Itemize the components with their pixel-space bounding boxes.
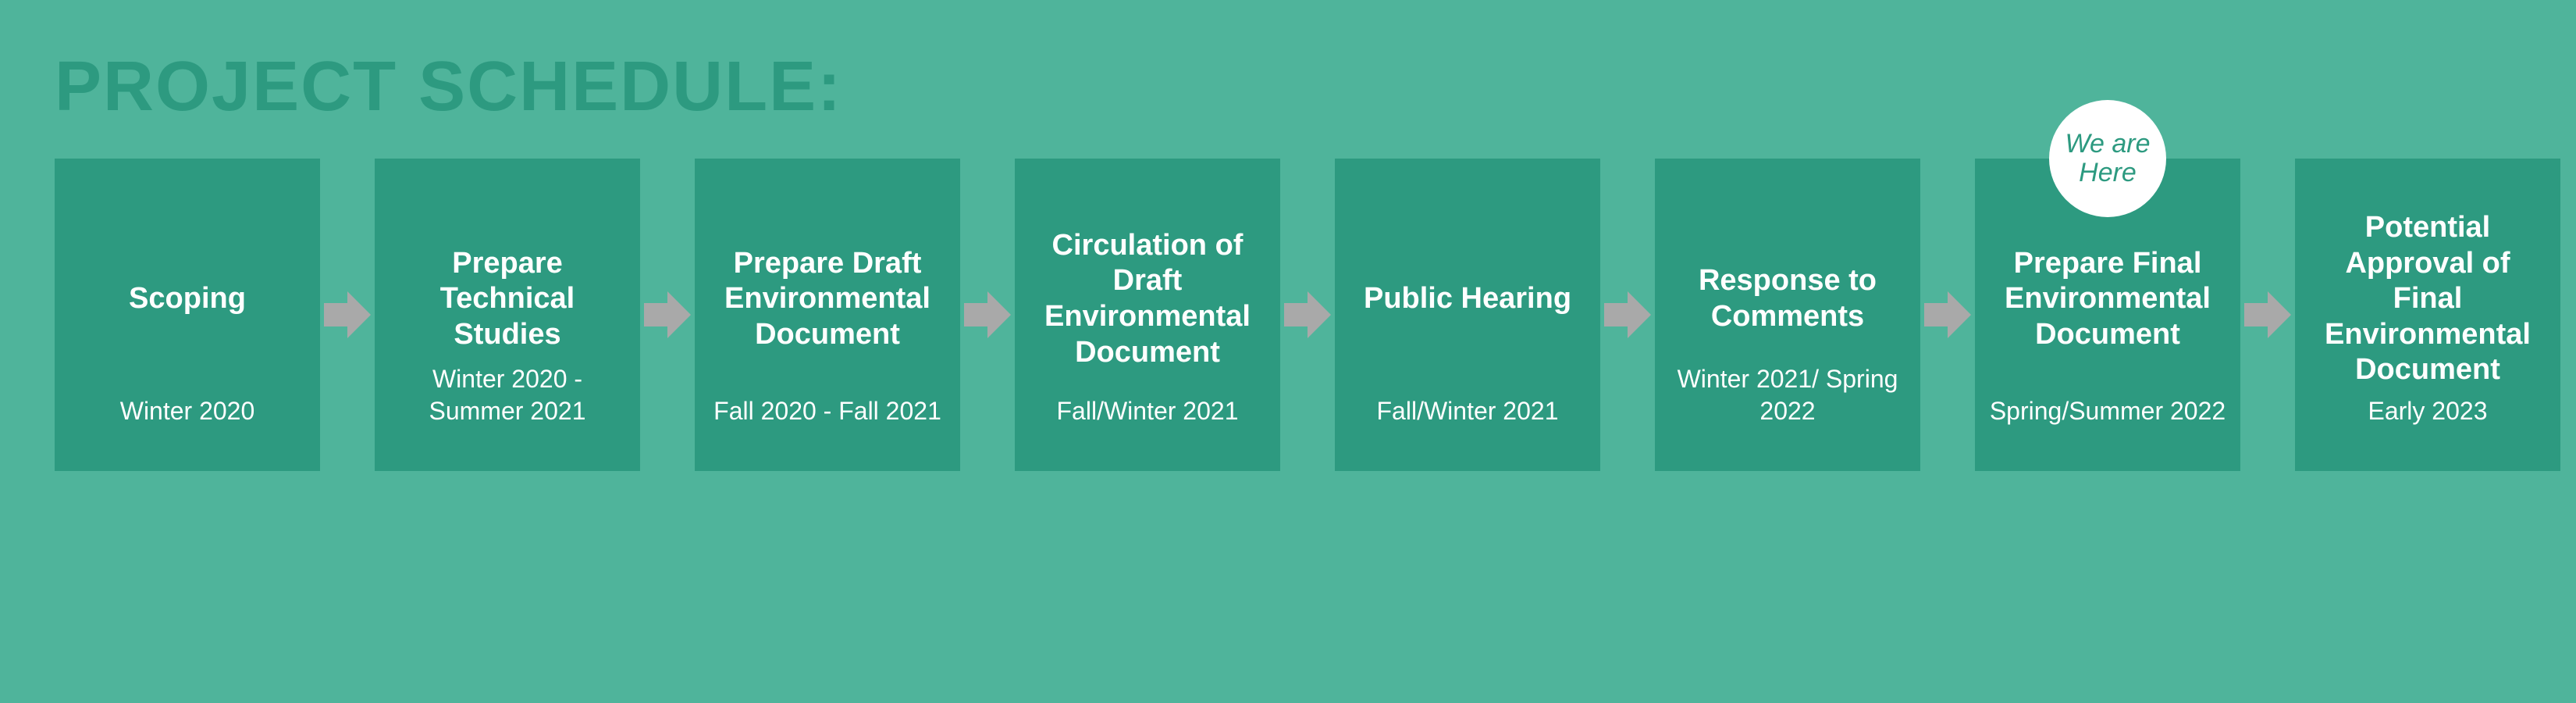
step-date: Fall/Winter 2021: [1349, 395, 1586, 428]
schedule-step: Response to Comments Winter 2021/ Spring …: [1655, 159, 1920, 471]
arrow-icon: [1920, 287, 1975, 342]
schedule-step: Prepare Final Environmental Document Spri…: [1975, 159, 2240, 471]
step-date: Early 2023: [2309, 395, 2546, 428]
step-date: Fall 2020 - Fall 2021: [709, 395, 946, 428]
arrow-icon: [960, 287, 1015, 342]
schedule-step: Prepare Draft Environmental Document Fall…: [695, 159, 960, 471]
arrow-icon: [1600, 287, 1655, 342]
page-title: PROJECT SCHEDULE:: [55, 47, 2529, 127]
step-title: Prepare Technical Studies: [389, 246, 626, 353]
step-title: Prepare Final Environmental Document: [1989, 246, 2226, 353]
schedule-step: Prepare Technical Studies Winter 2020 - S…: [375, 159, 640, 471]
schedule-step: Public Hearing Fall/Winter 2021: [1335, 159, 1600, 471]
schedule-step: Scoping Winter 2020: [55, 159, 320, 471]
schedule-flow: Scoping Winter 2020 Prepare Technical Stud…: [55, 159, 2529, 471]
step-title: Public Hearing: [1364, 281, 1571, 317]
step-date: Spring/Summer 2022: [1989, 395, 2226, 428]
arrow-icon: [640, 287, 695, 342]
arrow-icon: [2240, 287, 2295, 342]
we-are-here-badge: We are Here: [2049, 100, 2166, 217]
step-date: Fall/Winter 2021: [1029, 395, 1266, 428]
arrow-icon: [320, 287, 375, 342]
schedule-step: Potential Approval of Final Environmenta…: [2295, 159, 2560, 471]
step-title: Circulation of Draft Environmental Docum…: [1029, 228, 1266, 370]
step-title: Scoping: [129, 281, 246, 317]
step-title: Potential Approval of Final Environmenta…: [2309, 210, 2546, 388]
step-date: Winter 2021/ Spring 2022: [1669, 363, 1906, 428]
arrow-icon: [1280, 287, 1335, 342]
step-date: Winter 2020: [69, 395, 306, 428]
step-date: Winter 2020 - Summer 2021: [389, 363, 626, 428]
step-title: Response to Comments: [1669, 263, 1906, 334]
step-title: Prepare Draft Environmental Document: [709, 246, 946, 353]
schedule-canvas: PROJECT SCHEDULE: Scoping Winter 2020 Prep…: [0, 0, 2576, 703]
schedule-step: Circulation of Draft Environmental Docum…: [1015, 159, 1280, 471]
